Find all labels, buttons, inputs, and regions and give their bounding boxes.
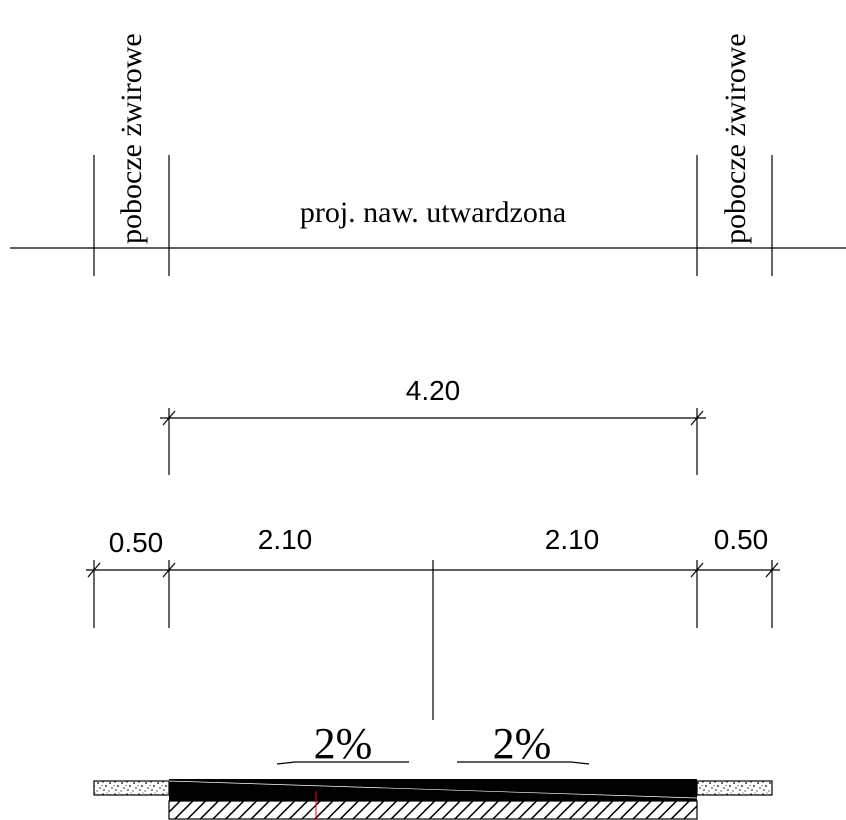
component-tick-4 — [765, 562, 779, 578]
right-shoulder-label: pobocze żwirowe — [719, 33, 752, 244]
carriageway-label: proj. naw. utwardzona — [300, 196, 566, 229]
left-slope-value: 2% — [314, 719, 373, 768]
right-lane-width: 2.10 — [545, 524, 600, 555]
overall-width-value: 4.20 — [406, 375, 461, 406]
pavement-section — [93, 779, 773, 820]
component-tick-3 — [690, 562, 704, 578]
right-slope-value: 2% — [493, 719, 552, 768]
asphalt-surface-layer — [169, 779, 697, 801]
left-lane-width: 2.10 — [258, 524, 313, 555]
right-shoulder-width: 0.50 — [714, 524, 769, 555]
overall-tick-left — [162, 410, 176, 426]
overall-tick-right — [690, 410, 704, 426]
left-slope-arrow — [276, 761, 409, 765]
surface-crown-line — [168, 780, 698, 799]
right-slope-arrow — [457, 761, 590, 765]
component-tick-2 — [162, 562, 176, 578]
zone-band: pobocze żwirowe proj. naw. utwardzona po… — [10, 33, 846, 276]
component-tick-1 — [87, 562, 101, 578]
base-course-layer — [168, 800, 698, 820]
overall-dimension: 4.20 — [160, 375, 706, 475]
left-gravel-shoulder — [93, 780, 170, 796]
right-gravel-shoulder — [696, 780, 773, 796]
left-shoulder-width: 0.50 — [109, 527, 164, 558]
component-dimensions: 0.50 2.10 2.10 0.50 — [86, 524, 780, 720]
slope-indicators: 2% 2% — [276, 719, 590, 768]
left-shoulder-label: pobocze żwirowe — [115, 33, 148, 244]
